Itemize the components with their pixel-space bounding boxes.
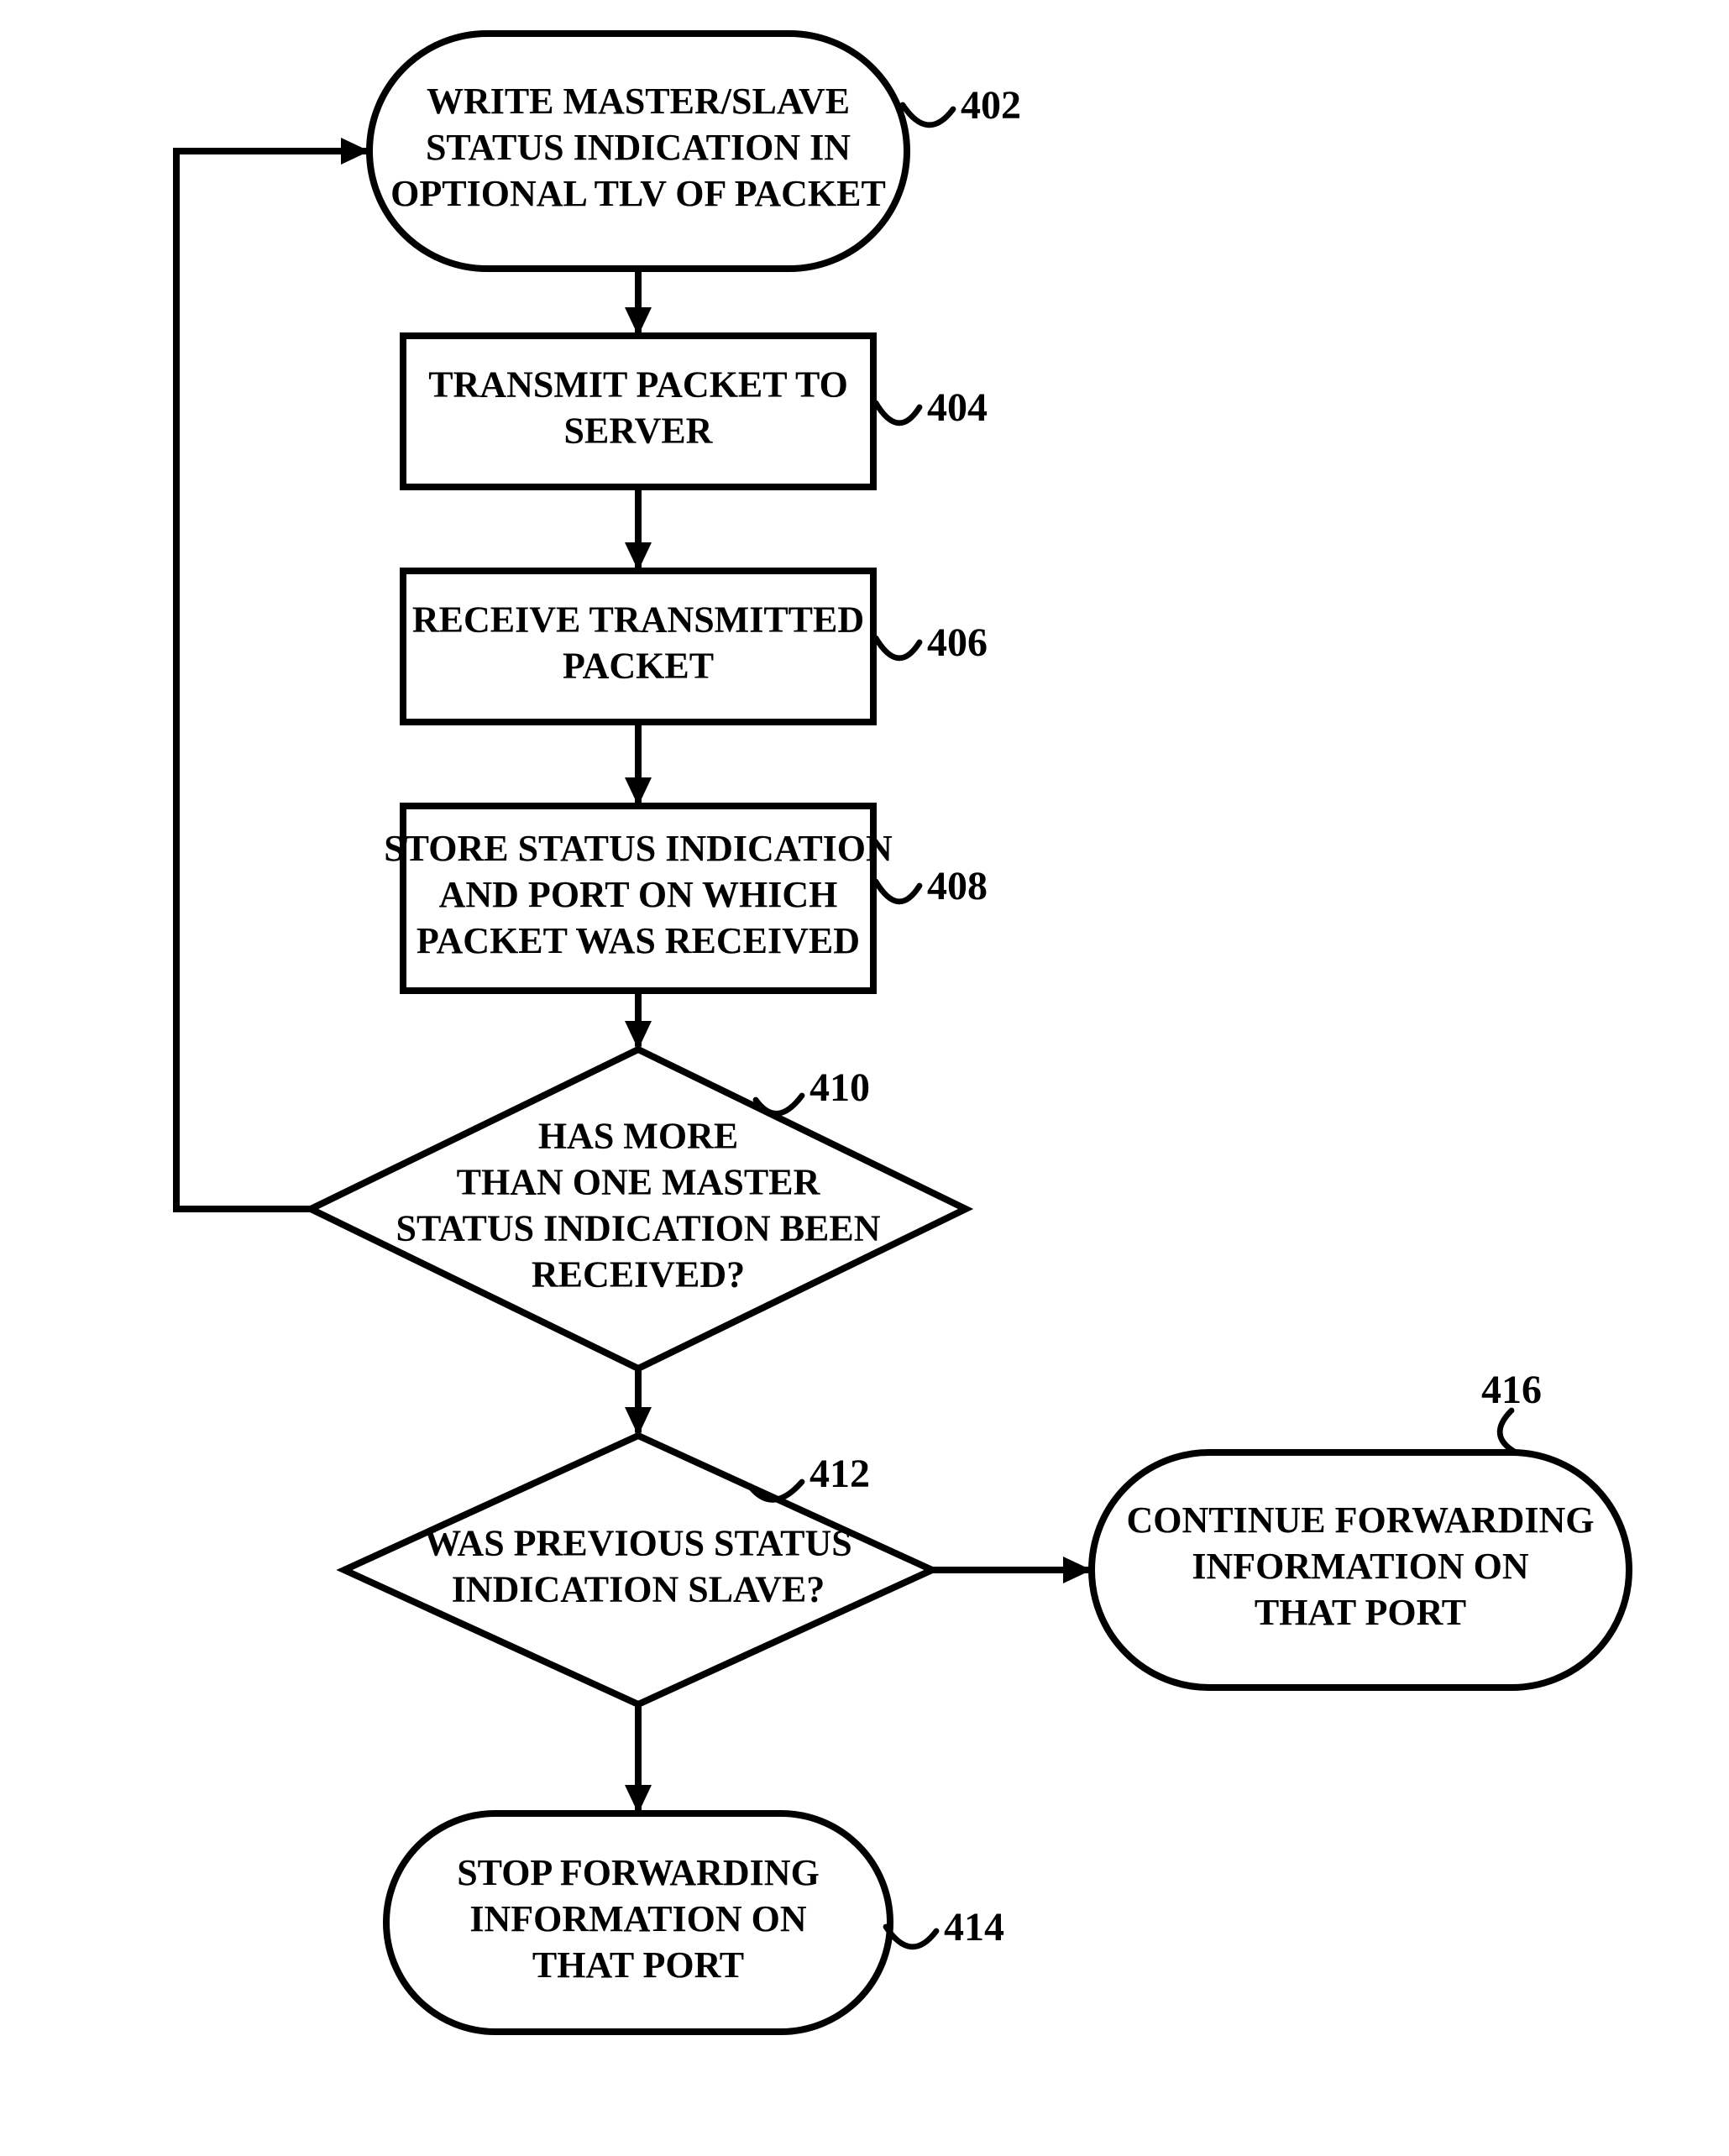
node-n402-line2: OPTIONAL TLV OF PACKET <box>390 173 886 214</box>
node-n408-line0: STORE STATUS INDICATION <box>384 828 893 869</box>
ref-label-text-402: 402 <box>961 83 1021 128</box>
node-n416-line1: INFORMATION ON <box>1192 1546 1529 1587</box>
node-n412-line1: INDICATION SLAVE? <box>452 1569 825 1610</box>
node-n404-line1: SERVER <box>564 411 714 452</box>
flowchart-canvas: WRITE MASTER/SLAVE STATUS INDICATION IN OP… <box>0 0 1729 2156</box>
ref-label-text-404: 404 <box>927 385 988 430</box>
node-n414: STOP FORWARDING INFORMATION ON THAT PORT <box>386 1813 890 2032</box>
node-n410-line1: THAN ONE MASTER <box>457 1162 821 1203</box>
ref-label-text-412: 412 <box>809 1452 870 1496</box>
node-n406-line0: RECEIVE TRANSMITTED <box>412 599 864 641</box>
node-n406: RECEIVE TRANSMITTED PACKET <box>403 571 873 722</box>
node-n406-line1: PACKET <box>563 646 714 687</box>
ref-label-text-416: 416 <box>1481 1368 1542 1412</box>
ref-label-text-406: 406 <box>927 620 988 665</box>
node-n404-line0: TRANSMIT PACKET TO <box>428 364 848 406</box>
node-n414-line0: STOP FORWARDING <box>457 1852 820 1893</box>
node-n416-line2: THAT PORT <box>1255 1592 1466 1633</box>
ref-label-text-414: 414 <box>944 1905 1004 1949</box>
node-n412-line0: WAS PREVIOUS STATUS <box>424 1523 851 1564</box>
node-n404: TRANSMIT PACKET TO SERVER <box>403 336 873 487</box>
ref-label-text-408: 408 <box>927 864 988 908</box>
node-n408-line1: AND PORT ON WHICH <box>439 874 838 915</box>
node-n410-line3: RECEIVED? <box>532 1254 745 1295</box>
node-n416: CONTINUE FORWARDING INFORMATION ON THAT PO… <box>1092 1452 1629 1688</box>
node-n414-line1: INFORMATION ON <box>469 1898 807 1939</box>
ref-label-text-410: 410 <box>809 1065 870 1110</box>
node-n408: STORE STATUS INDICATION AND PORT ON WHICH… <box>384 806 893 991</box>
node-n402: WRITE MASTER/SLAVE STATUS INDICATION IN OP… <box>369 34 907 269</box>
node-n408-line2: PACKET WAS RECEIVED <box>417 920 860 961</box>
node-n402-line1: STATUS INDICATION IN <box>426 127 851 168</box>
node-n410-line2: STATUS INDICATION BEEN <box>396 1208 880 1249</box>
node-n410-line0: HAS MORE <box>538 1116 738 1157</box>
node-n416-line0: CONTINUE FORWARDING <box>1126 1499 1594 1541</box>
node-n402-line0: WRITE MASTER/SLAVE <box>427 81 850 122</box>
node-n414-line2: THAT PORT <box>532 1944 744 1986</box>
